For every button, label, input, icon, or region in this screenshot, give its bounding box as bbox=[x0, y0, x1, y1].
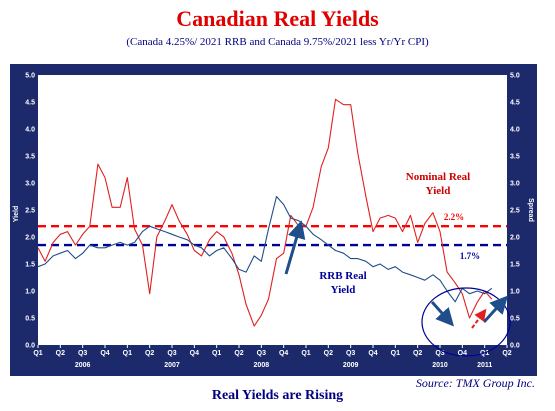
y-tick-left: 2.0 bbox=[25, 235, 35, 242]
y-tick-right: 2.5 bbox=[510, 208, 520, 215]
x-tick-label: Q4 bbox=[279, 350, 288, 357]
y-tick-right: 0.0 bbox=[510, 343, 520, 350]
y-tick-left: 3.0 bbox=[25, 181, 35, 188]
highlight-ellipse bbox=[421, 287, 511, 357]
y-tick-left: 5.0 bbox=[25, 73, 35, 80]
x-tick-label: Q3 bbox=[78, 350, 87, 357]
chart-subtitle: (Canada 4.25%/ 2021 RRB and Canada 9.75%… bbox=[126, 36, 429, 48]
year-label: 2006 bbox=[75, 362, 91, 369]
y-tick-left: 0.5 bbox=[25, 316, 35, 323]
x-axis-year-labels: 2006 2007 2008 2009 2010 2011 bbox=[75, 362, 492, 369]
year-label: 2008 bbox=[254, 362, 270, 369]
x-tick-label: Q4 bbox=[100, 350, 109, 357]
x-tick-label: Q2 bbox=[234, 350, 243, 357]
y-tick-right: 3.0 bbox=[510, 181, 520, 188]
x-axis-quarter-ticks: Q1 Q2 Q3 Q4 Q1 Q2 Q3 Q4 Q1 Q2 Q3 Q4 Q1 Q2 Q3 Q4 Q1 Q2 Q3 Q4… bbox=[33, 345, 512, 357]
up-arrow-icon bbox=[471, 308, 487, 329]
annotations: Yield Spread Nominal Real Yield RRB Real Yi… bbox=[13, 171, 534, 357]
x-tick-label: Q4 bbox=[190, 350, 199, 357]
y-tick-right: 1.0 bbox=[510, 289, 520, 296]
x-tick-label: Q2 bbox=[56, 350, 65, 357]
y-tick-left: 2.5 bbox=[25, 208, 35, 215]
chart-title: Canadian Real Yields bbox=[176, 6, 379, 31]
x-tick-label: Q3 bbox=[435, 350, 444, 357]
up-arrow-icon bbox=[284, 220, 306, 275]
x-tick-label: Q2 bbox=[324, 350, 333, 357]
y-tick-left: 0.0 bbox=[25, 343, 35, 350]
y-tick-right: 2.0 bbox=[510, 235, 520, 242]
x-tick-label: Q4 bbox=[368, 350, 377, 357]
year-label: 2009 bbox=[343, 362, 359, 369]
x-tick-label: Q3 bbox=[257, 350, 266, 357]
y-axis-left-ticks: 0.0 0.5 1.0 1.5 2.0 2.5 3.0 3.5 4.0 4.5 5.0 bbox=[25, 73, 35, 350]
up-arrow-icon bbox=[482, 295, 509, 324]
y-tick-left: 1.0 bbox=[25, 289, 35, 296]
x-tick-label: Q2 bbox=[502, 350, 511, 357]
rrb-real-yield-annotation: RRB Real bbox=[319, 270, 366, 282]
x-tick-label: Q1 bbox=[391, 350, 400, 357]
year-label: 2011 bbox=[477, 362, 492, 369]
y-tick-left: 1.5 bbox=[25, 262, 35, 269]
series-line bbox=[37, 98, 493, 327]
x-tick-label: Q3 bbox=[346, 350, 355, 357]
y-axis-right-ticks: 0.0 0.5 1.0 1.5 2.0 2.5 3.0 3.5 4.0 4.5 5.0 bbox=[510, 73, 520, 350]
y-axis-left-label: Yield bbox=[13, 206, 20, 222]
reference-label: 1.7% bbox=[460, 251, 480, 261]
series-line bbox=[37, 195, 493, 303]
rrb-real-yield-annotation: Yield bbox=[331, 284, 356, 296]
x-tick-label: Q1 bbox=[33, 350, 42, 357]
nominal-real-yield-annotation: Yield bbox=[426, 185, 451, 197]
series-lines bbox=[37, 98, 493, 327]
x-tick-label: Q2 bbox=[145, 350, 154, 357]
y-tick-left: 4.0 bbox=[25, 127, 35, 134]
y-tick-right: 5.0 bbox=[510, 73, 520, 80]
x-tick-label: Q4 bbox=[458, 350, 467, 357]
y-tick-right: 4.0 bbox=[510, 127, 520, 134]
y-tick-right: 0.5 bbox=[510, 316, 520, 323]
y-tick-left: 4.5 bbox=[25, 100, 35, 107]
year-label: 2010 bbox=[432, 362, 448, 369]
chart-frame: 0.0 0.5 1.0 1.5 2.0 2.5 3.0 3.5 4.0 4.5 5.0 0.0 0.5… bbox=[10, 64, 537, 376]
down-arrow-icon bbox=[430, 300, 455, 327]
y-axis-right-label: Spread bbox=[527, 198, 534, 222]
x-tick-label: Q1 bbox=[212, 350, 221, 357]
x-tick-label: Q3 bbox=[167, 350, 176, 357]
reference-lines bbox=[38, 224, 507, 247]
source-note: Source: TMX Group Inc. bbox=[415, 376, 535, 390]
x-tick-label: Q2 bbox=[413, 350, 422, 357]
y-tick-left: 3.5 bbox=[25, 154, 35, 161]
y-tick-right: 4.5 bbox=[510, 100, 520, 107]
plot-area bbox=[38, 75, 507, 345]
year-label: 2007 bbox=[164, 362, 180, 369]
nominal-real-yield-annotation: Nominal Real bbox=[406, 171, 470, 183]
y-tick-right: 3.5 bbox=[510, 154, 520, 161]
reference-label: 2.2% bbox=[444, 212, 464, 222]
footer-caption: Real Yields are Rising bbox=[211, 388, 344, 403]
x-tick-label: Q1 bbox=[301, 350, 310, 357]
y-tick-right: 1.5 bbox=[510, 262, 520, 269]
x-tick-label: Q1 bbox=[123, 350, 132, 357]
chart-svg: 0.0 0.5 1.0 1.5 2.0 2.5 3.0 3.5 4.0 4.5 5.0 0.0 0.5… bbox=[13, 73, 534, 370]
